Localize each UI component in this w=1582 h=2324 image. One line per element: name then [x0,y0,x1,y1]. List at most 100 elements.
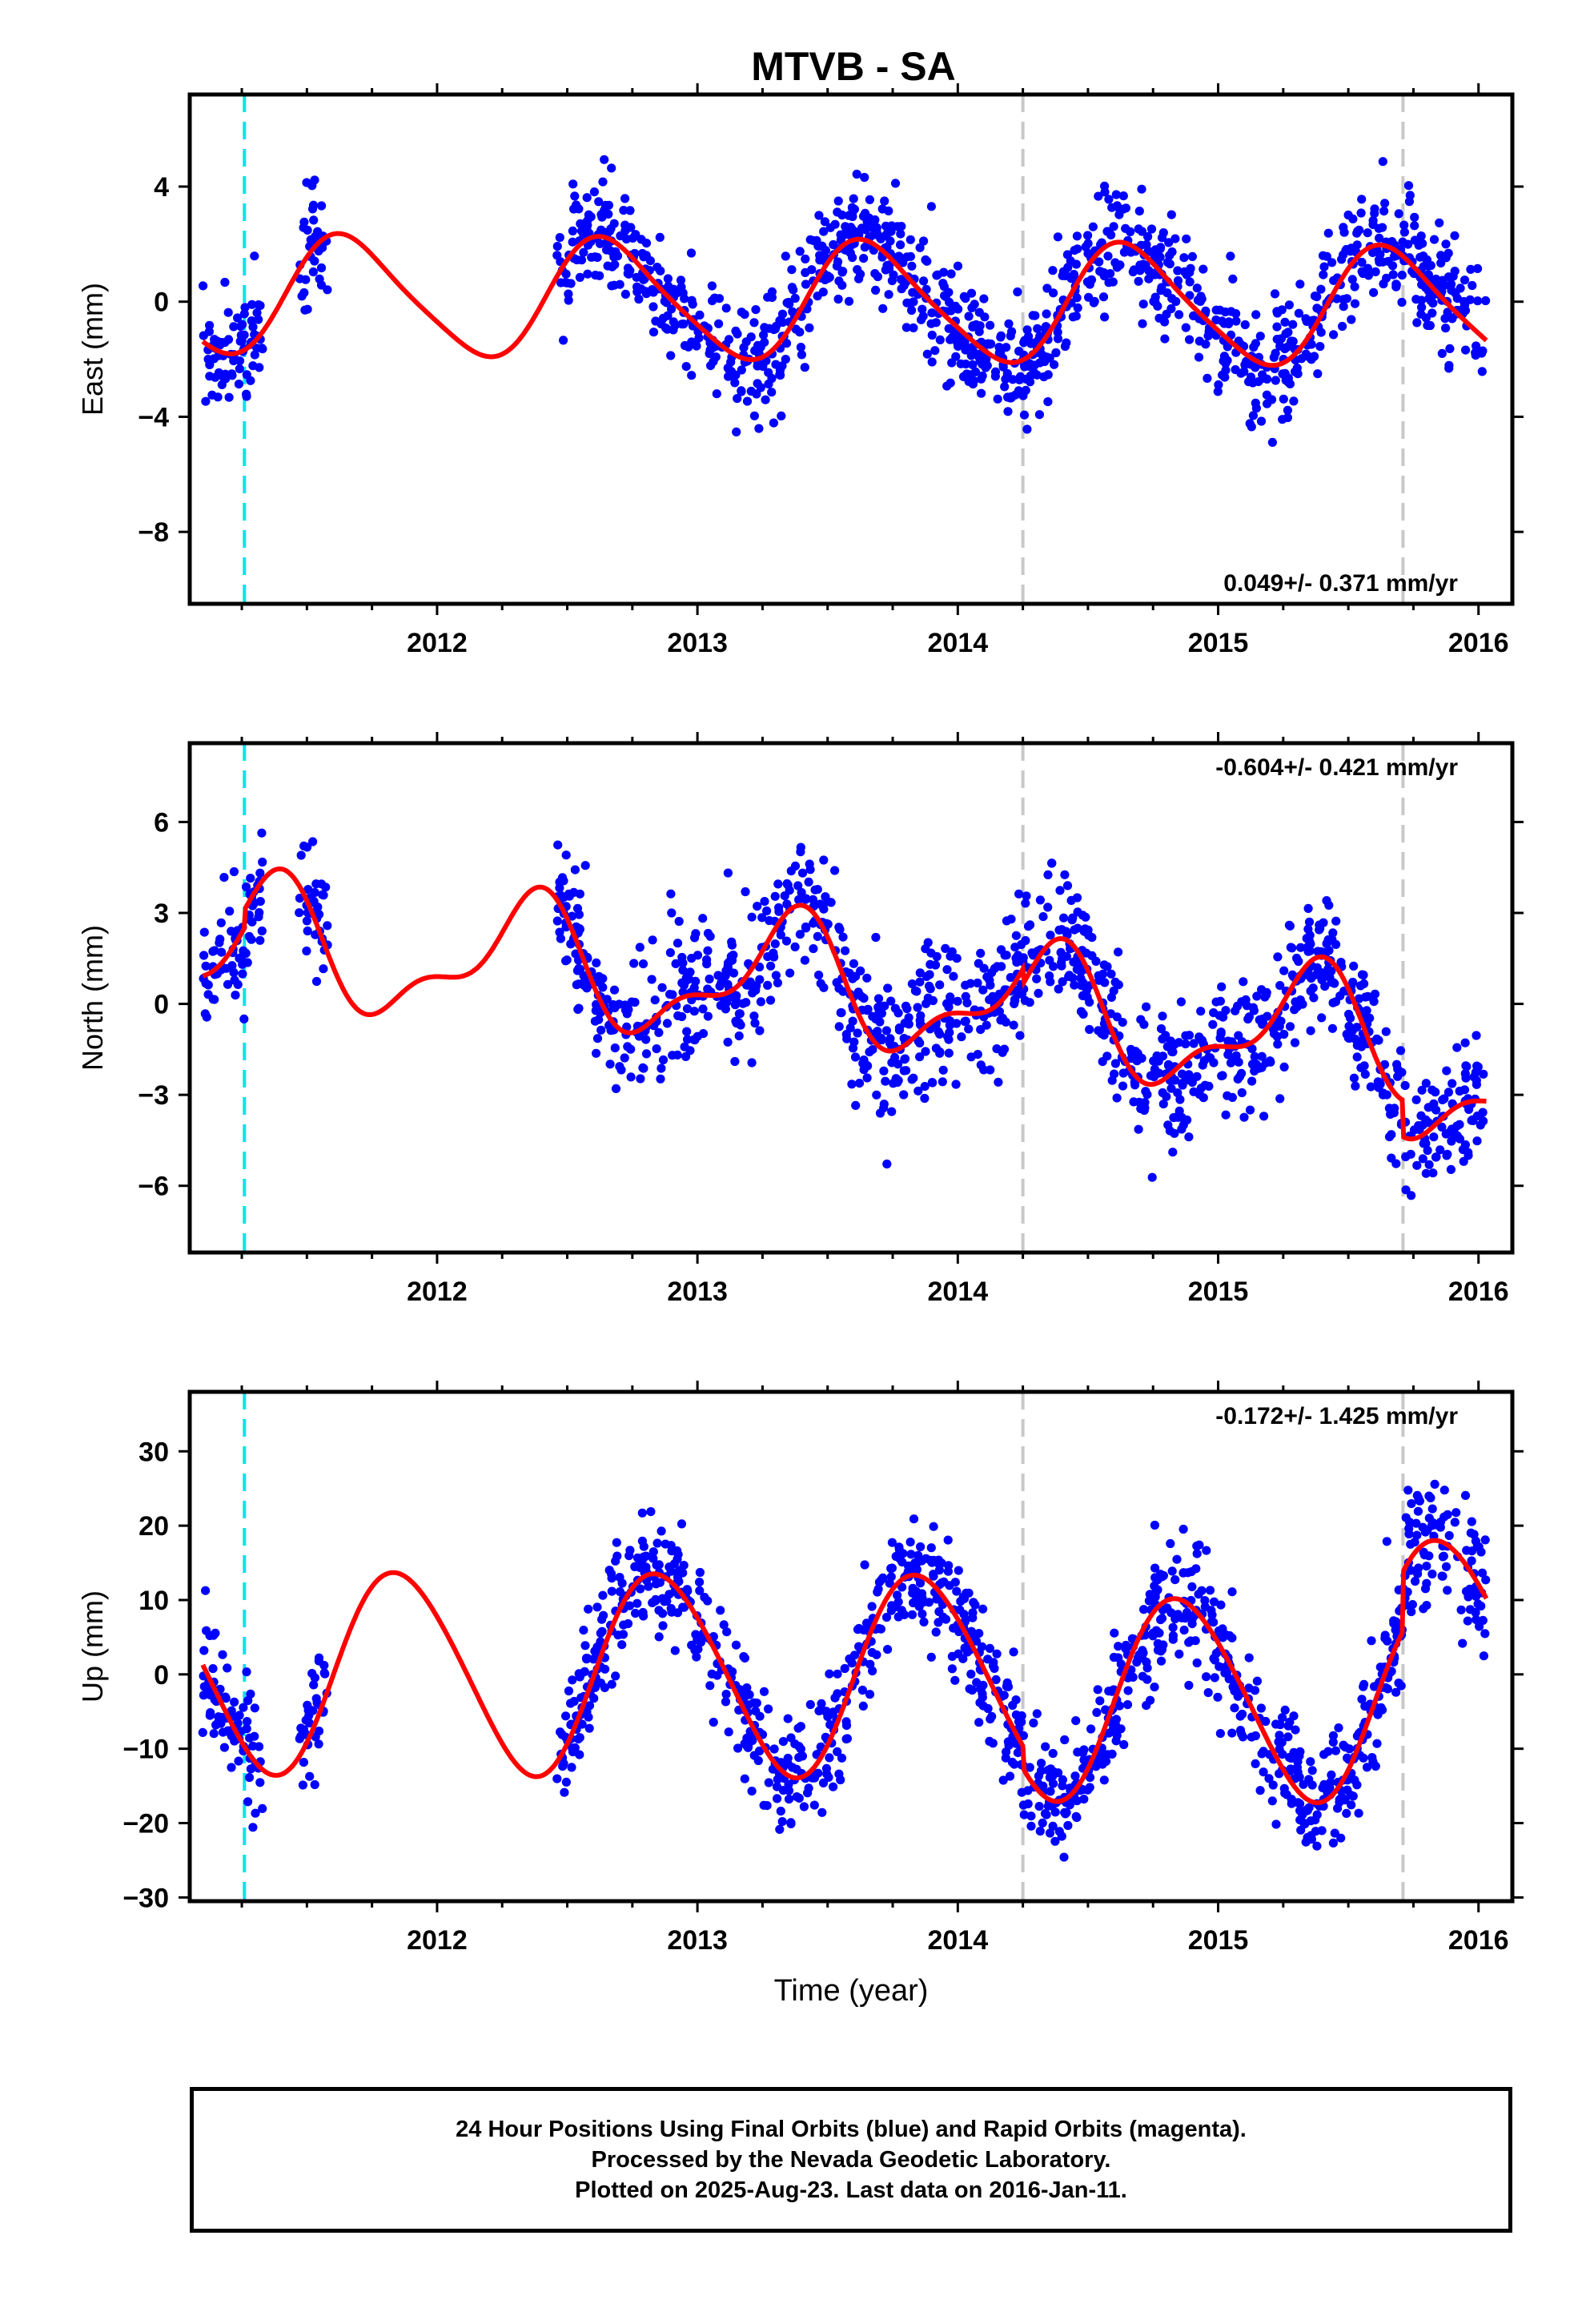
data-point [1472,1591,1481,1601]
data-point [678,288,688,298]
data-point [1032,974,1042,983]
data-point [834,923,844,932]
data-point [1296,943,1306,952]
data-point [1435,1522,1445,1532]
data-point [1184,1638,1194,1647]
data-point [756,997,766,1007]
data-point [600,200,611,210]
data-point [851,1100,861,1110]
data-point [1273,1039,1283,1049]
data-point [1272,307,1282,316]
data-point [1150,1683,1159,1692]
data-point [1106,230,1116,239]
data-point [1410,212,1419,222]
data-point [751,983,761,993]
data-point [777,411,786,421]
data-point [1226,251,1235,261]
data-point [1054,984,1063,994]
data-point [769,948,778,958]
data-point [848,1016,857,1026]
y-tick-label: −30 [122,1883,169,1913]
data-point [556,934,566,943]
data-point [584,1712,593,1722]
data-point [1306,1816,1315,1826]
data-point [575,924,585,934]
data-point [913,1086,923,1096]
data-point [1010,999,1019,1008]
data-point [568,1747,578,1757]
data-point [737,387,746,396]
data-point [719,1620,729,1630]
data-point [928,1078,938,1088]
data-point [732,427,741,437]
data-point [801,922,811,932]
data-point [805,323,814,332]
data-point [598,177,608,187]
data-point [1121,1644,1130,1654]
data-point [1162,309,1171,319]
data-point [840,1663,849,1674]
data-point [1210,1655,1219,1665]
data-point [1048,266,1058,275]
data-point [1403,181,1414,191]
data-point [777,361,787,371]
data-point [1142,1002,1151,1011]
data-point [775,316,785,325]
data-point [666,889,676,899]
data-point [215,340,225,350]
data-point [1114,1642,1123,1651]
data-point [773,1794,782,1803]
data-point [662,1019,673,1028]
data-point [909,297,918,307]
data-point [721,1004,731,1014]
data-point [1327,935,1337,944]
data-point [679,1561,689,1570]
data-point [1094,257,1104,267]
data-point [794,1793,804,1803]
data-point [974,1718,984,1727]
data-point [1216,1600,1226,1610]
data-point [310,887,319,898]
data-point [561,1711,571,1721]
data-point [617,1640,627,1650]
data-point [1000,382,1010,392]
data-point [303,842,312,852]
data-point [1011,931,1021,940]
data-point [1397,271,1407,280]
data-point [1259,1767,1268,1777]
data-point [837,280,847,290]
data-point [255,868,265,878]
data-point [917,1609,927,1618]
data-point [242,370,251,380]
data-point [1034,1771,1043,1781]
data-point [1213,1692,1223,1702]
data-point [717,975,727,985]
data-point [749,1698,759,1707]
data-point [1043,870,1053,879]
data-point [1465,1605,1475,1614]
data-point [1362,1763,1372,1772]
data-point [1481,296,1491,306]
y-tick-label: 30 [139,1437,169,1467]
data-point [917,304,927,314]
data-point [1443,248,1453,258]
data-point [695,310,705,320]
data-point [568,237,577,247]
data-point [753,340,763,350]
data-point [1168,1622,1178,1632]
data-point [620,1053,629,1063]
data-point [1236,368,1246,378]
data-point [1303,903,1313,913]
model-curve [202,866,1487,1142]
data-point [769,1744,779,1754]
data-point [1002,343,1011,352]
data-point [1049,288,1058,298]
data-point [991,1675,1001,1684]
data-point [666,1541,676,1550]
data-point [1009,1647,1018,1657]
data-point [1331,916,1341,926]
data-point [790,942,800,951]
data-point [252,308,262,318]
data-point [1306,1757,1315,1767]
data-point [695,1567,705,1578]
